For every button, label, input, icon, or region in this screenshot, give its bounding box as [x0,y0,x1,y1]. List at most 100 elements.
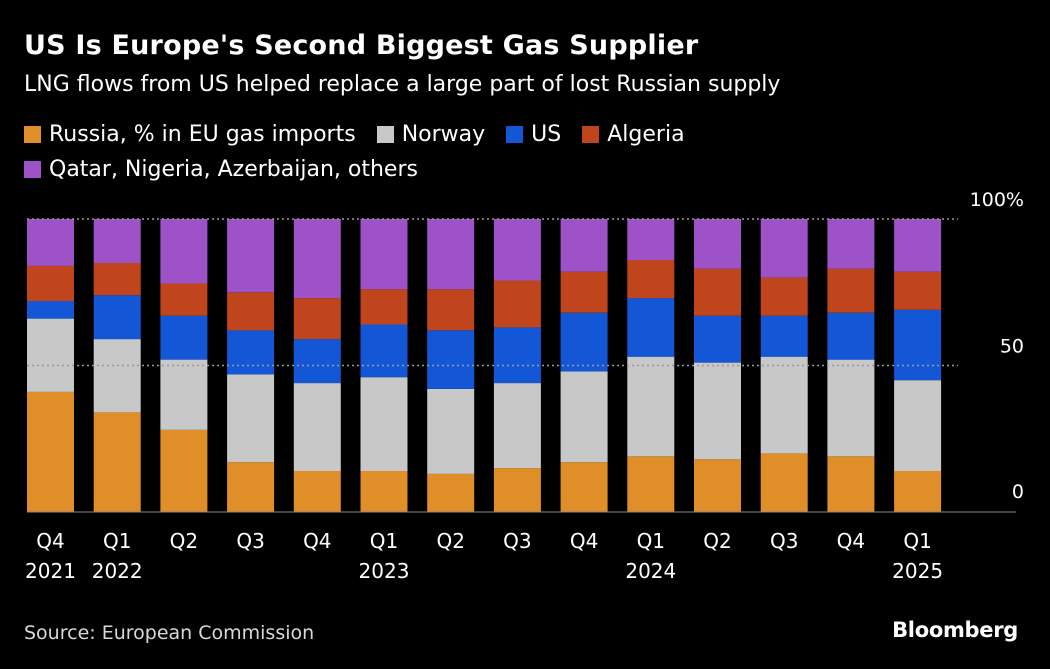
legend-item-norway: Norway [376,118,485,151]
x-tick-label-5-year: 2023 [359,559,410,583]
bar-segment-us-5 [360,324,408,378]
legend-swatch-algeria [582,126,600,143]
legend-item-russia: Russia, % in EU gas imports [24,118,356,151]
x-tick-label-9-quarter: Q1 [637,529,665,553]
x-tick-label-10-quarter: Q2 [703,529,731,553]
bar-segment-russia-9 [627,456,675,512]
bar-segment-norway-8 [560,371,608,463]
legend-label-algeria: Algeria [607,122,685,147]
bar-segment-us-11 [760,315,808,357]
legend-label-russia: Russia, % in EU gas imports [49,122,356,147]
legend-swatch-norway [376,126,394,143]
chart-title: US Is Europe's Second Biggest Gas Suppli… [24,30,699,61]
bar-segment-us-0 [27,301,74,319]
bar-segment-norway-3 [227,374,275,463]
bar-segment-algeria-9 [627,260,675,299]
bar-segment-us-10 [694,315,741,363]
stacked-bar-chart: 0 50 100% Q4 2021 Q1 2022 Q2 Q3 Q4 Q1 2023 Q2 Q3 Q4 Q1 2… [25,189,1024,583]
bar-segment-norway-2 [160,359,208,430]
bar-segment-us-7 [493,327,541,384]
bar-segment-norway-1 [93,339,141,413]
bar-segment-others-12 [827,219,875,269]
x-tick-label-7-quarter: Q3 [503,529,531,553]
bar-segment-russia-5 [360,471,408,512]
legend-swatch-us [506,126,524,143]
x-tick-label-3-quarter: Q3 [236,529,264,553]
bar-segment-others-7 [493,219,541,281]
bar-segment-us-6 [427,330,475,389]
x-tick-label-0-quarter: Q4 [36,529,64,553]
bar-segment-others-5 [360,219,408,290]
bar-segment-algeria-6 [427,289,475,331]
bar-segment-algeria-8 [560,271,608,313]
x-tick-label-1-year: 2022 [92,559,143,583]
legend-label-others: Qatar, Nigeria, Azerbaijan, others [49,157,418,182]
bar-segment-algeria-5 [360,289,408,325]
x-tick-label-13-quarter: Q1 [903,529,931,553]
bar-segment-others-2 [160,219,208,284]
bar-segment-us-3 [227,330,275,375]
bar-segment-algeria-11 [760,277,808,316]
bar-segment-algeria-4 [293,298,341,340]
chart-subtitle: LNG flows from US helped replace a large… [24,72,781,97]
x-tick-label-13-year: 2025 [892,559,943,583]
bar-segment-others-11 [760,219,808,278]
bar-segment-norway-5 [360,377,408,471]
bar-segment-russia-0 [27,391,74,512]
bar-segment-norway-10 [694,362,741,460]
y-tick-label-0: 0 [1012,481,1024,503]
bar-segment-norway-11 [760,356,808,454]
bar-segment-norway-6 [427,388,475,474]
bar-segment-russia-3 [227,462,275,512]
x-tick-label-9-year: 2024 [625,559,676,583]
bar-segment-others-13 [894,219,942,272]
bar-segment-us-12 [827,312,875,360]
bar-segment-algeria-10 [694,268,741,316]
bar-segment-russia-12 [827,456,875,512]
legend-label-us: US [531,122,562,147]
bar-segment-russia-7 [493,468,541,512]
bar-segment-russia-10 [694,459,741,512]
x-tick-label-12-quarter: Q4 [837,529,865,553]
bar-segment-us-2 [160,315,208,360]
bar-segment-algeria-1 [93,263,141,296]
x-tick-label-5-quarter: Q1 [370,529,398,553]
x-tick-label-11-quarter: Q3 [770,529,798,553]
bar-segment-others-10 [694,219,741,269]
x-tick-label-2-quarter: Q2 [170,529,198,553]
bar-segment-others-8 [560,219,608,272]
x-tick-label-0-year: 2021 [25,559,76,583]
bar-segment-russia-4 [293,471,341,512]
bar-segment-norway-0 [27,318,74,392]
bar-segment-russia-6 [427,473,475,512]
bar-segment-norway-4 [293,383,341,471]
legend-item-algeria: Algeria [582,118,685,151]
bar-segment-norway-12 [827,359,875,457]
bar-segment-us-13 [894,309,942,381]
legend-swatch-russia [24,126,41,143]
bar-segment-russia-1 [93,412,141,512]
bar-segment-us-9 [627,298,675,357]
bar-segment-russia-2 [160,430,208,512]
bar-segment-algeria-13 [894,271,942,310]
bar-segment-russia-8 [560,462,608,512]
bar-segment-norway-13 [894,380,942,471]
bar-segment-others-3 [227,219,275,293]
bar-segment-us-1 [93,295,141,340]
bar-segment-others-0 [27,219,74,266]
legend-swatch-others [24,161,41,178]
x-tick-label-4-quarter: Q4 [303,529,331,553]
bar-segment-algeria-7 [493,280,541,328]
bar-segment-us-4 [293,339,341,384]
y-tick-label-50: 50 [1000,336,1024,358]
bar-segment-others-6 [427,219,475,290]
bar-segment-others-1 [93,219,141,263]
legend-item-us: US [506,118,561,151]
bar-segment-algeria-0 [27,265,74,302]
bar-segment-algeria-2 [160,283,208,316]
legend: Russia, % in EU gas imports Norway US Al… [24,118,844,188]
bar-segment-algeria-12 [827,268,875,313]
bar-segment-russia-13 [894,471,942,512]
bar-segment-us-8 [560,312,608,372]
y-tick-label-100: 100% [970,189,1024,211]
